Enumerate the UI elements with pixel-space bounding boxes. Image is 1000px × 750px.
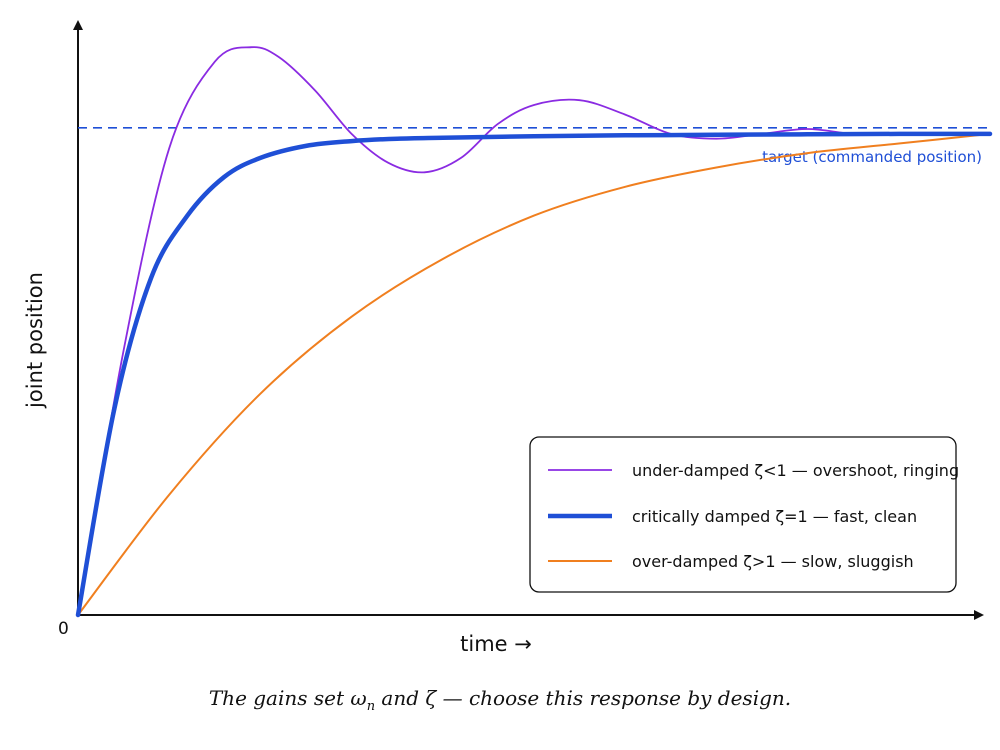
legend-label-under-damped: under-damped ζ<1 — overshoot, ringing — [632, 461, 959, 480]
step-response-chart: 0 time → joint position target (commande… — [23, 20, 993, 656]
target-label: target (commanded position) — [762, 148, 982, 166]
caption-post: and ζ — choose this response by design. — [375, 686, 792, 710]
series-over-damped — [77, 132, 991, 616]
x-axis-label: time → — [460, 632, 532, 656]
series-critically-damped — [75, 131, 993, 618]
series-layer — [75, 46, 993, 618]
y-axis-label: joint position — [23, 272, 47, 409]
legend-label-critically-damped: critically damped ζ=1 — fast, clean — [632, 507, 917, 526]
figure-caption: The gains set ωn and ζ — choose this res… — [0, 686, 1000, 714]
origin-tick-label: 0 — [58, 619, 69, 639]
legend-label-over-damped: over-damped ζ>1 — slow, sluggish — [632, 552, 914, 571]
legend-box — [529, 436, 957, 593]
caption-subscript: n — [366, 699, 376, 714]
legend: under-damped ζ<1 — overshoot, ringing cr… — [529, 436, 959, 593]
caption-pre: The gains set ω — [208, 686, 367, 710]
series-under-damped — [77, 46, 991, 616]
